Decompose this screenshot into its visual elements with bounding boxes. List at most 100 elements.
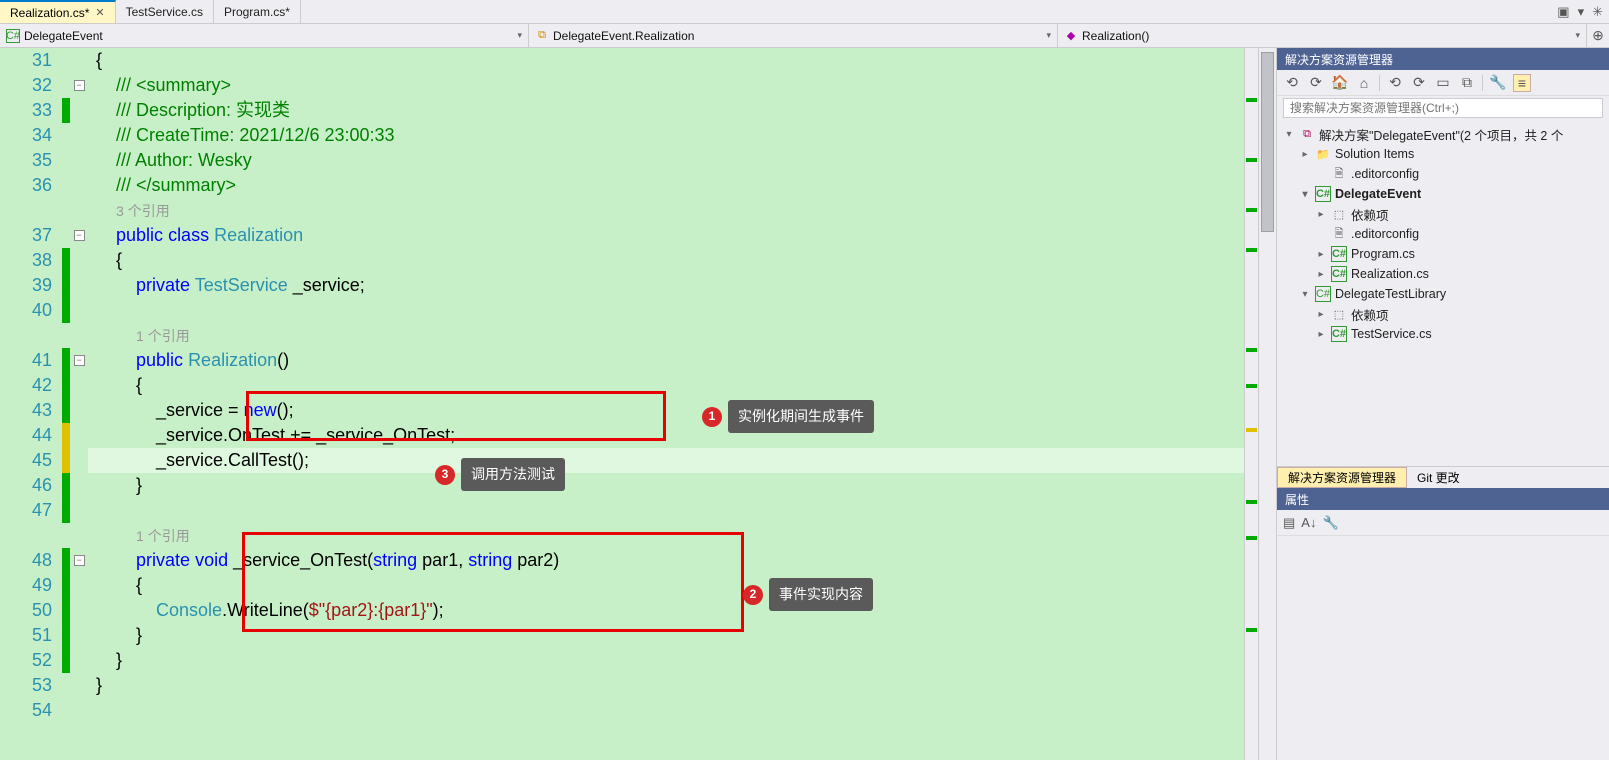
code-line[interactable]: /// <summary> xyxy=(88,73,1244,98)
document-tab[interactable]: Realization.cs*✕ xyxy=(0,0,116,23)
nav-member-dropdown[interactable]: ◆ Realization() ▾ xyxy=(1058,24,1587,47)
toolbar-button[interactable]: ⌂ xyxy=(1355,74,1373,92)
fold-toggle-icon[interactable]: − xyxy=(74,355,85,366)
expander-icon[interactable]: ▾ xyxy=(1299,189,1311,200)
properties-toolbar: ▤ A↓ 🔧 xyxy=(1277,510,1609,536)
cs-icon: C# xyxy=(1331,246,1347,262)
tree-item[interactable]: ▸⬚依赖项 xyxy=(1277,304,1609,324)
code-line[interactable]: { xyxy=(88,48,1244,73)
code-line[interactable]: public Realization() xyxy=(88,348,1244,373)
toolbar-button[interactable]: A↓ xyxy=(1301,515,1316,530)
code-line[interactable]: 1 个引用 xyxy=(88,523,1244,548)
expander-icon[interactable]: ▸ xyxy=(1315,209,1327,220)
panel-tab[interactable]: 解决方案资源管理器 xyxy=(1277,467,1407,488)
toolbar-button[interactable]: ▭ xyxy=(1434,74,1452,92)
code-line[interactable] xyxy=(88,298,1244,323)
expander-icon[interactable]: ▸ xyxy=(1315,329,1327,340)
preview-toggle-icon[interactable]: ▣ xyxy=(1557,4,1569,20)
code-line[interactable]: /// Description: 实现类 xyxy=(88,98,1244,123)
expander-icon[interactable]: ▸ xyxy=(1299,149,1311,160)
nav-type-dropdown[interactable]: ⧉ DelegateEvent.Realization ▾ xyxy=(529,24,1058,47)
toolbar-button[interactable]: ⟲ xyxy=(1386,74,1404,92)
panel-bottom-tabs: 解决方案资源管理器Git 更改 xyxy=(1277,466,1609,488)
code-line[interactable]: _service = new(); xyxy=(88,398,1244,423)
toolbar-button[interactable]: ⟳ xyxy=(1410,74,1428,92)
code-line[interactable]: _service.OnTest += _service_OnTest; xyxy=(88,423,1244,448)
code-line[interactable]: private void _service_OnTest(string par1… xyxy=(88,548,1244,573)
nav-member-label: Realization() xyxy=(1082,29,1149,43)
code-line[interactable]: } xyxy=(88,648,1244,673)
code-line[interactable]: { xyxy=(88,573,1244,598)
tree-item[interactable]: ▸📁Solution Items xyxy=(1277,144,1609,164)
tab-dropdown-icon[interactable]: ▾ xyxy=(1578,4,1585,20)
file-icon: 🗎 xyxy=(1331,166,1347,182)
code-line[interactable]: } xyxy=(88,473,1244,498)
code-line[interactable]: _service.CallTest(); xyxy=(88,448,1244,473)
toolbar-button[interactable]: 🔧 xyxy=(1322,515,1338,531)
tree-item[interactable]: ▸⬚依赖项 xyxy=(1277,204,1609,224)
solution-tree[interactable]: ▾ ⧉ 解决方案"DelegateEvent"(2 个项目，共 2 个 ▸📁So… xyxy=(1277,120,1609,466)
panel-tab[interactable]: Git 更改 xyxy=(1407,467,1470,488)
tree-item[interactable]: 🗎 .editorconfig xyxy=(1277,164,1609,184)
ref-icon: ⬚ xyxy=(1331,206,1347,222)
tree-item[interactable]: 🗎.editorconfig xyxy=(1277,224,1609,244)
toolbar-button[interactable]: ⟲ xyxy=(1283,74,1301,92)
nav-scope-dropdown[interactable]: C# DelegateEvent ▾ xyxy=(0,24,529,47)
toolbar-button[interactable]: ≡ xyxy=(1513,74,1531,92)
solution-search-input[interactable] xyxy=(1283,98,1603,118)
code-line[interactable]: } xyxy=(88,673,1244,698)
code-line[interactable]: /// CreateTime: 2021/12/6 23:00:33 xyxy=(88,123,1244,148)
tree-item[interactable]: ▾C#DelegateEvent xyxy=(1277,184,1609,204)
vertical-scrollbar[interactable] xyxy=(1258,48,1276,760)
editor-overview-ruler[interactable] xyxy=(1244,48,1258,760)
code-editor[interactable]: 3132333435363738394041424344454647484950… xyxy=(0,48,1276,760)
scrollbar-thumb[interactable] xyxy=(1261,52,1274,232)
code-line[interactable]: } xyxy=(88,623,1244,648)
code-content[interactable]: 1 实例化期间生成事件 2 事件实现内容 3 调用方法测试 { /// <sum… xyxy=(88,48,1244,760)
document-tab[interactable]: Program.cs* xyxy=(214,0,301,23)
tree-item[interactable]: ▾C#DelegateTestLibrary xyxy=(1277,284,1609,304)
fold-toggle-icon[interactable]: − xyxy=(74,230,85,241)
toolbar-button[interactable]: ⧉ xyxy=(1458,74,1476,92)
code-line[interactable]: /// Author: Wesky xyxy=(88,148,1244,173)
expander-icon[interactable]: ▾ xyxy=(1283,129,1295,140)
change-marker-gutter xyxy=(62,48,70,760)
toolbar-button[interactable]: 🔧 xyxy=(1489,74,1507,92)
toolbar-button[interactable]: ▤ xyxy=(1283,515,1295,531)
solution-node[interactable]: ▾ ⧉ 解决方案"DelegateEvent"(2 个项目，共 2 个 xyxy=(1277,124,1609,144)
folding-gutter[interactable]: − − − − xyxy=(70,48,88,760)
toolbar-button[interactable]: 🏠 xyxy=(1331,74,1349,92)
method-icon: ◆ xyxy=(1064,29,1078,43)
tree-item-label: .editorconfig xyxy=(1351,167,1419,181)
callout-label: 事件实现内容 xyxy=(769,578,873,611)
code-line[interactable]: public class Realization xyxy=(88,223,1244,248)
code-line[interactable]: 3 个引用 xyxy=(88,198,1244,223)
code-line[interactable]: { xyxy=(88,248,1244,273)
expander-icon[interactable]: ▸ xyxy=(1315,309,1327,320)
toolbar-button[interactable]: ⟳ xyxy=(1307,74,1325,92)
solution-search-box xyxy=(1277,96,1609,120)
code-line[interactable]: { xyxy=(88,373,1244,398)
document-tab-strip: Realization.cs*✕TestService.cs Program.cs… xyxy=(0,0,1609,24)
expander-icon[interactable]: ▸ xyxy=(1315,269,1327,280)
tab-settings-icon[interactable]: ✳ xyxy=(1592,4,1603,20)
nav-scope-label: DelegateEvent xyxy=(24,29,103,43)
code-line[interactable]: Console.WriteLine($"{par2}:{par1}"); xyxy=(88,598,1244,623)
fold-toggle-icon[interactable]: − xyxy=(74,555,85,566)
close-icon[interactable]: ✕ xyxy=(95,6,104,19)
tree-item[interactable]: ▸C#Program.cs xyxy=(1277,244,1609,264)
expander-icon[interactable]: ▸ xyxy=(1315,249,1327,260)
tree-item[interactable]: ▸C#TestService.cs xyxy=(1277,324,1609,344)
code-line[interactable]: 1 个引用 xyxy=(88,323,1244,348)
split-editor-button[interactable]: ⊕ xyxy=(1587,27,1609,44)
tree-item[interactable]: ▸C#Realization.cs xyxy=(1277,264,1609,284)
code-line[interactable] xyxy=(88,498,1244,523)
csharp-project-icon: C# xyxy=(6,29,20,43)
code-line[interactable]: private TestService _service; xyxy=(88,273,1244,298)
document-tab[interactable]: TestService.cs xyxy=(116,0,214,23)
fold-toggle-icon[interactable]: − xyxy=(74,80,85,91)
tab-label: Program.cs* xyxy=(224,5,290,19)
expander-icon[interactable]: ▾ xyxy=(1299,289,1311,300)
code-line[interactable]: /// </summary> xyxy=(88,173,1244,198)
code-line[interactable] xyxy=(88,698,1244,723)
